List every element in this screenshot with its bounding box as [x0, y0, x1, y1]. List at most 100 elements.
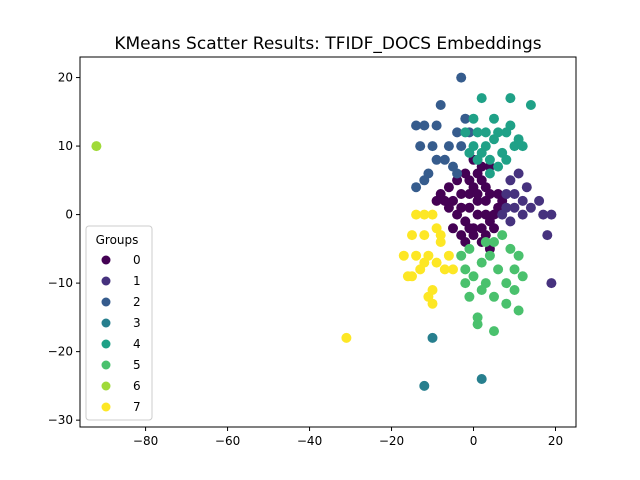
point-group-5-19 — [489, 326, 499, 337]
point-group-2-2 — [431, 120, 442, 131]
point-group-2-5 — [460, 113, 471, 124]
chart-title: KMeans Scatter Results: TFIDF_DOCS Embed… — [114, 34, 541, 54]
point-group-2-12 — [443, 141, 454, 152]
y-tick-label: 20 — [58, 71, 73, 85]
point-group-1-1 — [546, 209, 557, 220]
point-group-7-14 — [439, 264, 450, 275]
point-group-7-8 — [411, 209, 422, 220]
point-group-4-24 — [501, 127, 512, 138]
point-group-5-6 — [484, 250, 495, 261]
point-group-5-11 — [468, 271, 479, 282]
legend-marker-6 — [101, 381, 111, 391]
point-group-0-18 — [472, 195, 483, 206]
point-group-7-17 — [435, 230, 446, 241]
point-group-5-20 — [513, 305, 524, 316]
point-group-2-16 — [452, 168, 463, 179]
point-group-1-3 — [542, 230, 553, 241]
point-group-4-23 — [464, 147, 475, 158]
point-group-1-10 — [505, 175, 516, 186]
point-group-7-10 — [427, 209, 438, 220]
point-group-4-22 — [472, 154, 483, 165]
point-group-4-2 — [476, 93, 487, 104]
point-group-2-3 — [435, 100, 446, 110]
legend: Groups 0 1 2 3 4 5 6 7 — [85, 225, 153, 421]
point-group-4-4 — [480, 127, 491, 138]
point-group-5-18 — [472, 319, 483, 330]
point-group-2-0 — [419, 120, 430, 131]
legend-marker-5 — [101, 360, 111, 370]
point-group-7-15 — [443, 250, 454, 261]
point-group-4-14 — [517, 141, 528, 152]
y-tick-label: 10 — [58, 139, 73, 153]
point-group-5-4 — [509, 285, 520, 295]
point-group-4-19 — [493, 127, 504, 138]
point-group-5-10 — [476, 257, 487, 268]
point-group-7-3 — [411, 250, 422, 261]
point-group-1-7 — [521, 182, 532, 193]
point-group-7-6 — [407, 230, 417, 241]
point-group-0-43 — [456, 202, 467, 213]
x-axis: −80 −60 −40 −20 0 20 — [133, 427, 563, 448]
legend-marker-3 — [101, 318, 111, 328]
point-group-0-32 — [464, 223, 475, 234]
point-group-0-41 — [472, 189, 483, 199]
x-tick-label: 20 — [548, 434, 563, 448]
point-group-4-15 — [480, 141, 491, 152]
point-group-1-14 — [509, 202, 520, 213]
legend-marker-0 — [101, 255, 111, 265]
point-group-2-18 — [456, 72, 467, 83]
point-group-1-2 — [534, 195, 545, 206]
legend-items: 0 1 2 3 4 5 6 7 — [101, 253, 141, 414]
point-group-5-16 — [480, 278, 491, 289]
point-group-4-18 — [460, 127, 471, 138]
point-group-0-38 — [448, 223, 458, 234]
point-group-5-12 — [464, 291, 475, 302]
y-axis: −30 −20 −10 0 10 20 — [48, 71, 80, 427]
point-group-2-17 — [419, 175, 430, 186]
point-group-7-22 — [407, 271, 417, 282]
point-group-2-13 — [456, 141, 467, 152]
legend-label-7: 7 — [133, 400, 141, 414]
point-group-5-21 — [501, 298, 512, 309]
point-group-5-2 — [517, 271, 528, 282]
legend-label-0: 0 — [133, 253, 141, 267]
point-group-1-4 — [546, 278, 557, 289]
point-group-5-8 — [489, 237, 499, 247]
legend-label-3: 3 — [133, 316, 141, 330]
point-group-7-21 — [341, 332, 352, 343]
point-group-4-5 — [472, 127, 483, 138]
point-group-2-7 — [439, 154, 450, 165]
point-group-5-22 — [505, 243, 516, 254]
point-group-7-12 — [435, 237, 446, 247]
point-group-0-40 — [464, 189, 475, 199]
legend-marker-2 — [101, 297, 111, 307]
point-group-3-2 — [427, 332, 438, 343]
y-tick-label: 0 — [65, 208, 73, 222]
legend-label-2: 2 — [133, 295, 141, 309]
point-group-5-23 — [460, 264, 471, 275]
point-group-3-1 — [476, 374, 487, 384]
x-tick-label: −20 — [379, 434, 404, 448]
point-group-0-26 — [443, 182, 454, 193]
y-tick-label: −30 — [48, 413, 73, 427]
point-group-7-16 — [448, 264, 458, 275]
points-layer — [91, 72, 557, 391]
point-group-5-15 — [489, 291, 499, 302]
point-group-6-0 — [91, 141, 102, 152]
x-tick-label: 0 — [470, 434, 478, 448]
point-group-4-3 — [489, 113, 499, 124]
point-group-7-7 — [419, 230, 430, 241]
point-group-1-8 — [525, 202, 536, 213]
point-group-5-24 — [456, 250, 467, 261]
point-group-1-16 — [517, 209, 528, 220]
point-group-5-5 — [493, 264, 504, 275]
point-group-0-37 — [431, 195, 442, 206]
point-group-0-17 — [480, 195, 491, 206]
point-group-1-13 — [497, 209, 508, 220]
x-tick-label: −60 — [215, 434, 240, 448]
legend-marker-7 — [101, 402, 111, 412]
point-group-3-0 — [419, 380, 430, 391]
point-group-2-6 — [427, 141, 438, 152]
point-group-0-31 — [472, 209, 483, 220]
point-group-1-15 — [501, 189, 512, 199]
